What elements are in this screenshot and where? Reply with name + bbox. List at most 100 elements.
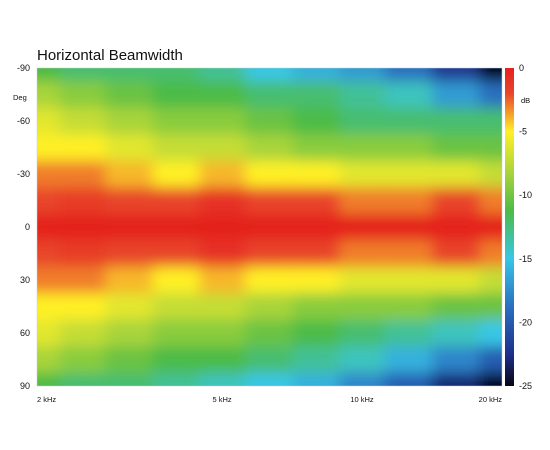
colorbar-tick-label: 0 [519, 63, 524, 73]
heatmap-cell [245, 134, 294, 162]
heatmap-area [37, 68, 502, 386]
heatmap-cell [292, 266, 341, 294]
heatmap-cell [479, 319, 502, 347]
heatmap-cell [37, 160, 61, 188]
x-axis: 2 kHz 5 kHz 10 kHz 20 kHz [37, 395, 502, 404]
heatmap-cell [199, 266, 246, 294]
heatmap-cell [292, 134, 341, 162]
heatmap-cell [292, 346, 341, 374]
heatmap-cell [245, 372, 294, 386]
heatmap-cell [37, 319, 61, 347]
heatmap-cell [384, 372, 433, 386]
heatmap-cell [432, 81, 481, 109]
heatmap-cell [105, 213, 154, 241]
heatmap-cell [199, 81, 246, 109]
heatmap-cell [37, 213, 61, 241]
x-tick-label: 10 kHz [350, 395, 374, 404]
heatmap-cell [37, 134, 61, 162]
heatmap-cell [339, 213, 386, 241]
heatmap-cell [479, 266, 502, 294]
heatmap-cell [245, 107, 294, 135]
x-tick-label: 20 kHz [479, 395, 503, 404]
colorbar-ticks: 0 -5 -10 -15 -20 -25 [519, 63, 532, 391]
heatmap-cell [37, 293, 61, 321]
heatmap-cell [59, 107, 106, 135]
heatmap-cell [199, 187, 246, 215]
heatmap-cell [432, 187, 481, 215]
heatmap-cell [152, 293, 201, 321]
heatmap-cell [339, 160, 386, 188]
y-tick-label: 60 [20, 328, 30, 338]
heatmap-cell [432, 266, 481, 294]
heatmap-cell [432, 240, 481, 268]
heatmap-cell [432, 346, 481, 374]
heatmap-cell [199, 160, 246, 188]
heatmap-cell [105, 68, 154, 82]
y-tick-label: -30 [17, 169, 30, 179]
heatmap-cell [199, 134, 246, 162]
heatmap-cell [59, 293, 106, 321]
heatmap-cell [199, 213, 246, 241]
heatmap-cell [384, 319, 433, 347]
x-tick-label: 5 kHz [212, 395, 231, 404]
heatmap-cell [479, 160, 502, 188]
colorbar [505, 68, 514, 386]
heatmap-cell [59, 372, 106, 386]
heatmap-cell [479, 213, 502, 241]
heatmap-cell [384, 134, 433, 162]
plot-frame [36, 67, 503, 387]
heatmap-cell [245, 160, 294, 188]
heatmap-cell [59, 319, 106, 347]
heatmap-cell [432, 107, 481, 135]
heatmap-cell [59, 266, 106, 294]
heatmap-cell [59, 187, 106, 215]
heatmap-cell [339, 240, 386, 268]
heatmap-cell [479, 293, 502, 321]
heatmap-cell [432, 160, 481, 188]
heatmap-cell [152, 319, 201, 347]
heatmap-cell [152, 68, 201, 82]
heatmap-cell [384, 346, 433, 374]
heatmap-cell [245, 266, 294, 294]
heatmap-cell [152, 187, 201, 215]
heatmap-cell [432, 319, 481, 347]
heatmap-cell [292, 293, 341, 321]
heatmap-cell [245, 213, 294, 241]
heatmap-cell [339, 134, 386, 162]
heatmap-cell [105, 134, 154, 162]
heatmap-cell [59, 68, 106, 82]
heatmap-cell [37, 240, 61, 268]
heatmap-cell [479, 107, 502, 135]
heatmap-cell [199, 346, 246, 374]
heatmap-cell [105, 81, 154, 109]
heatmap-cell [152, 213, 201, 241]
heatmap-cell [339, 266, 386, 294]
heatmap-cell [479, 372, 502, 386]
colorbar-label: dB [521, 96, 530, 105]
heatmap-cell [339, 68, 386, 82]
colorbar-tick-label: -15 [519, 254, 532, 264]
heatmap-cell [245, 319, 294, 347]
heatmap-cell [479, 134, 502, 162]
heatmap-cell [199, 240, 246, 268]
heatmap-cell [199, 293, 246, 321]
y-tick-label: 90 [20, 381, 30, 391]
y-tick-label: 0 [25, 222, 30, 232]
colorbar-tick-label: -10 [519, 190, 532, 200]
heatmap-cell [292, 81, 341, 109]
heatmap-cell [384, 187, 433, 215]
heatmap-cell [384, 107, 433, 135]
y-tick-label: -60 [17, 116, 30, 126]
heatmap-cell [105, 160, 154, 188]
heatmap-cell [245, 187, 294, 215]
heatmap-cell [199, 372, 246, 386]
y-axis: -90 -60 -30 0 30 60 90 [17, 63, 30, 391]
heatmap-cell [37, 81, 61, 109]
heatmap-cell [384, 266, 433, 294]
heatmap-cell [432, 372, 481, 386]
heatmap-cell [105, 293, 154, 321]
heatmap-cell [152, 107, 201, 135]
heatmap-cell [37, 266, 61, 294]
colorbar-tick-label: -5 [519, 127, 527, 137]
heatmap-cell [479, 187, 502, 215]
